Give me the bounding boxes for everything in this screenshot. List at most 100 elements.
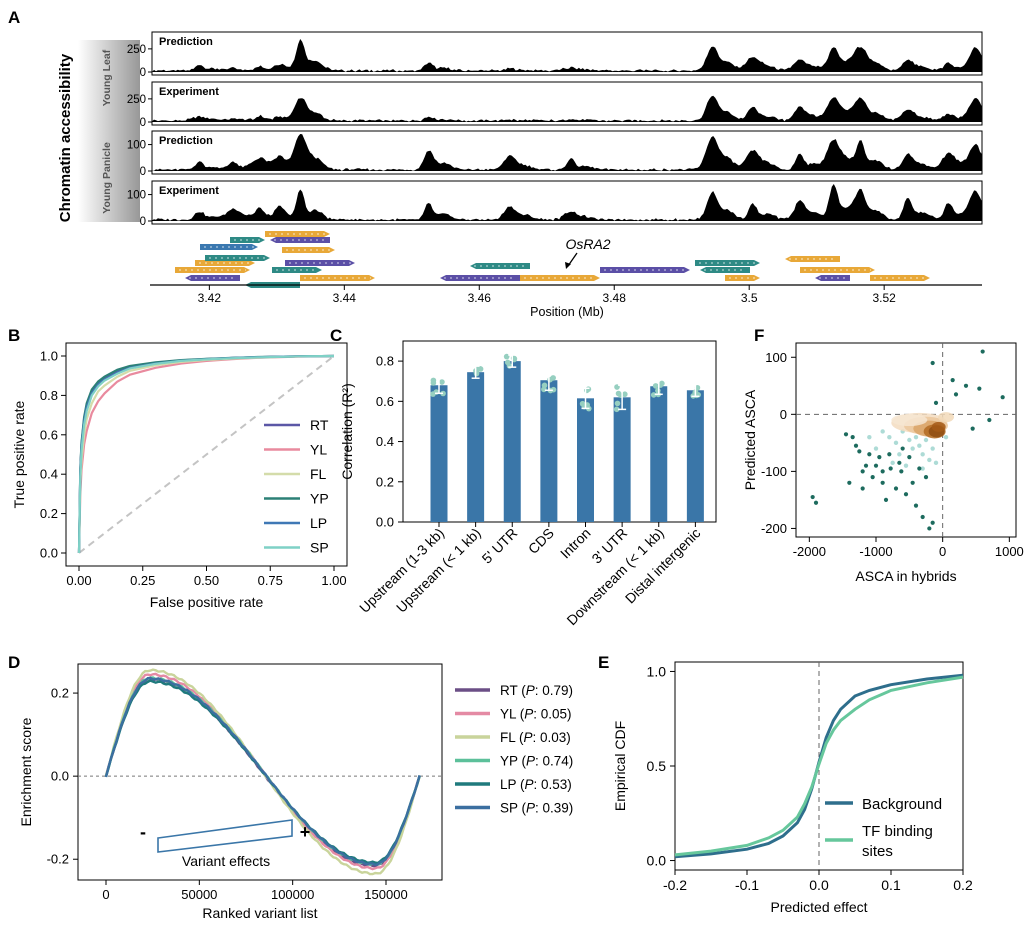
- chance-diagonal-line: [78, 355, 335, 554]
- legend-label-line2: sites: [862, 843, 893, 860]
- y-tick-label: 0.6: [376, 394, 394, 409]
- replicate-point: [650, 392, 657, 398]
- plot-frame: [402, 340, 717, 523]
- gene-label-arrowhead: [565, 262, 571, 269]
- legend-series-name: YP (: [500, 754, 527, 769]
- replicate-point: [503, 353, 510, 360]
- scatter-point-dark: [917, 466, 922, 471]
- x-tick-label: 0: [102, 887, 109, 902]
- y-axis-label: Enrichment score: [18, 717, 34, 826]
- density-cloud: [931, 421, 946, 432]
- panel-letter-c: C: [330, 326, 342, 345]
- scatter-point-dark: [860, 486, 865, 491]
- scatter-point-dark: [850, 435, 855, 440]
- scatter-point-light: [873, 446, 879, 451]
- x-tick-label: -0.1: [735, 877, 759, 893]
- panel-letter-f: F: [754, 326, 764, 345]
- legend-label: RT (P: 0.79): [500, 683, 573, 698]
- legend-label: RT: [310, 417, 329, 433]
- scatter-point-dark: [860, 469, 865, 474]
- x-tick-label: 0.0: [809, 877, 829, 893]
- gene-model: [175, 267, 250, 273]
- replicate-point: [473, 370, 480, 377]
- y-tick-label: 1.0: [40, 349, 58, 364]
- y-tick-label: 100: [765, 350, 787, 365]
- y-tick-label: 0.4: [376, 434, 394, 449]
- x-tick-label: 3.46: [468, 291, 492, 305]
- replicate-point: [433, 389, 440, 395]
- scatter-point-dark: [880, 469, 885, 474]
- y-tick-label: -200: [761, 521, 787, 536]
- scatter-point-dark: [810, 494, 815, 500]
- track-tick-label: 0: [140, 117, 146, 129]
- legend-label: LP: [310, 515, 327, 531]
- legend-p-symbol: P: [524, 730, 533, 745]
- track-tick-label: 0: [140, 216, 146, 228]
- plot-frame: [77, 663, 443, 881]
- group-label-young-panicle: Young Panicle: [101, 142, 113, 214]
- scatter-point-dark: [903, 492, 909, 497]
- replicate-point: [550, 375, 556, 381]
- y-tick-label: 0.8: [40, 388, 58, 403]
- replicate-point: [440, 390, 446, 397]
- y-tick-label: 0.2: [51, 686, 69, 701]
- scatter-point-light: [943, 434, 949, 440]
- x-axis-label: False positive rate: [150, 594, 264, 610]
- density-cloud: [938, 412, 954, 423]
- scatter-point-light: [917, 443, 922, 448]
- x-tick-label: 3.44: [333, 291, 357, 305]
- y-tick-label: 0.2: [376, 474, 394, 489]
- scatter-point-dark: [899, 469, 904, 474]
- scatter-point-light: [920, 466, 925, 471]
- scatter-point-dark: [887, 452, 892, 457]
- x-axis-label: Predicted effect: [770, 899, 867, 915]
- scatter-point-dark: [977, 386, 982, 391]
- scatter-point-light: [890, 460, 895, 466]
- scatter-point-light: [887, 434, 892, 440]
- gene-label-osra2: OsRA2: [565, 236, 610, 252]
- legend-label: YP (P: 0.74): [500, 754, 573, 769]
- x-axis-label: ASCA in hybrids: [855, 568, 956, 584]
- legend-p-value: : 0.74): [535, 754, 573, 769]
- scatter-point-dark: [910, 480, 915, 485]
- scatter-point-dark: [923, 474, 929, 480]
- legend-p-symbol: P: [526, 683, 535, 698]
- scatter-point-dark: [873, 463, 879, 468]
- scatter-point-light: [903, 463, 909, 468]
- y-tick-label: 0.2: [40, 506, 58, 521]
- y-tick-label: 0: [780, 407, 787, 422]
- scatter-point-dark: [883, 497, 889, 503]
- scatter-point-light: [920, 452, 925, 457]
- variant-effect-wedge: [157, 819, 293, 853]
- x-tick-label: 1000: [995, 544, 1024, 559]
- x-tick-label: 0.00: [66, 573, 91, 588]
- x-tick-label: 3.48: [603, 291, 627, 305]
- y-tick-label: -0.2: [47, 852, 69, 867]
- scatter-point-dark: [970, 426, 975, 431]
- roc-series-line: [77, 354, 335, 554]
- x-tick-label: 100000: [271, 887, 314, 902]
- replicate-point: [477, 366, 484, 372]
- replicate-point: [614, 400, 621, 407]
- replicate-point: [613, 406, 620, 413]
- scatter-point-dark: [880, 480, 885, 485]
- x-tick-label: 0.2: [953, 877, 973, 893]
- track-label: Prediction: [159, 135, 213, 147]
- legend-p-value: : 0.79): [535, 683, 573, 698]
- scatter-point-dark: [813, 500, 819, 505]
- gene-annotation-track: [175, 231, 930, 288]
- wedge-annotation: Variant effects: [182, 853, 270, 869]
- bar: [430, 385, 448, 522]
- replicate-point: [579, 400, 586, 407]
- scatter-point-light: [930, 446, 935, 451]
- scatter-point-dark: [897, 460, 902, 465]
- bar: [686, 390, 704, 522]
- legend-series-name: FL (: [500, 730, 524, 745]
- scatter-point-light: [897, 452, 902, 457]
- y-axis-label: Empirical CDF: [612, 721, 628, 811]
- bar: [650, 386, 668, 522]
- group-label-young-leaf: Young Leaf: [101, 49, 113, 106]
- legend-p-value: : 0.53): [534, 777, 572, 792]
